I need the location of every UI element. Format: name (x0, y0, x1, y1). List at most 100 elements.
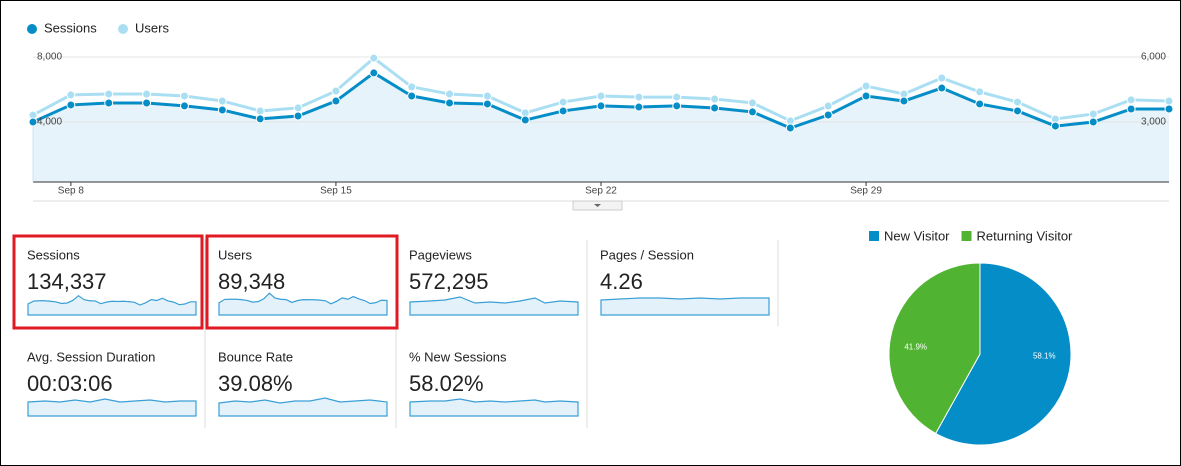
sparkline (409, 398, 579, 417)
metric-value: 134,337 (27, 269, 107, 294)
metric-name: Avg. Session Duration (27, 349, 155, 364)
point (937, 73, 947, 83)
point (1126, 104, 1136, 114)
highlight-box (205, 234, 399, 330)
point (634, 102, 644, 112)
point (482, 91, 492, 101)
point (520, 115, 530, 125)
point (558, 106, 568, 116)
pie-label: 58.1% (1033, 352, 1056, 361)
point (1126, 95, 1136, 105)
point (1013, 106, 1023, 116)
point (1164, 96, 1174, 106)
x-tick-label: Sep 22 (585, 186, 617, 197)
point (445, 89, 455, 99)
point (407, 91, 417, 101)
metric-value: 89,348 (218, 269, 285, 294)
metric-name: Sessions (27, 247, 80, 262)
sparkline (409, 296, 579, 316)
pie-slice (934, 262, 1072, 446)
legend-dot (27, 24, 37, 34)
legend-label: Users (135, 20, 169, 35)
point (634, 92, 644, 102)
point (369, 53, 379, 63)
point (369, 68, 379, 78)
metric-value: 572,295 (409, 269, 489, 294)
sparkline (27, 398, 197, 417)
x-tick-label: Sep 29 (850, 186, 882, 197)
metric-name: Users (218, 247, 252, 262)
point (861, 81, 871, 91)
legend-label: Returning Visitor (977, 228, 1074, 243)
point (104, 89, 114, 99)
pie-slice (888, 262, 981, 435)
metric-name: Bounce Rate (218, 349, 293, 364)
point (407, 82, 417, 92)
metric-value: 4.26 (600, 269, 643, 294)
point (255, 114, 265, 124)
point (596, 101, 606, 111)
point (179, 101, 189, 111)
metric-value: 00:03:06 (27, 371, 113, 396)
point (937, 83, 947, 93)
metric-name: Pages / Session (600, 247, 694, 262)
point (142, 89, 152, 99)
metric-value: 58.02% (409, 371, 484, 396)
point (710, 94, 720, 104)
point (975, 99, 985, 109)
y-tick-label: 8,000 (37, 52, 62, 63)
toggle-arrow (594, 204, 601, 207)
metric-name: Pageviews (409, 247, 472, 262)
point (747, 98, 757, 108)
point (142, 98, 152, 108)
point (1050, 121, 1060, 131)
point (747, 107, 757, 117)
point (975, 87, 985, 97)
point (293, 103, 303, 113)
sparkline (218, 292, 388, 316)
point (255, 106, 265, 116)
sparklines (27, 296, 770, 417)
area (33, 72, 1169, 182)
point (823, 110, 833, 120)
point (217, 96, 227, 106)
point (331, 96, 341, 106)
legend-label: New Visitor (884, 228, 950, 243)
sparkline (27, 294, 197, 316)
point (823, 101, 833, 111)
point (66, 100, 76, 110)
point (293, 111, 303, 121)
point (104, 98, 114, 108)
legend-label: Sessions (44, 20, 97, 35)
point (710, 103, 720, 113)
point (558, 97, 568, 107)
point (445, 98, 455, 108)
point (672, 92, 682, 102)
point (1013, 97, 1023, 107)
point (331, 86, 341, 96)
point (596, 91, 606, 101)
highlight-box (12, 234, 204, 330)
y-tick-label: 4,000 (37, 117, 62, 128)
point (861, 91, 871, 101)
point (1088, 109, 1098, 119)
legend-swatch (869, 231, 879, 241)
point (1088, 117, 1098, 127)
point (1164, 104, 1174, 114)
sparkline (218, 397, 388, 417)
metric-name: % New Sessions (409, 349, 507, 364)
legend-swatch (961, 231, 972, 241)
point (785, 123, 795, 133)
x-tick-label: Sep 15 (320, 186, 352, 197)
legend-dot (118, 24, 128, 34)
point (217, 105, 227, 115)
point (672, 101, 682, 111)
point (66, 90, 76, 100)
point (482, 99, 492, 109)
y2-tick-label: 6,000 (1141, 52, 1166, 63)
y2-tick-label: 3,000 (1141, 117, 1166, 128)
point (179, 91, 189, 101)
x-tick-label: Sep 8 (58, 186, 85, 197)
point (899, 96, 909, 106)
